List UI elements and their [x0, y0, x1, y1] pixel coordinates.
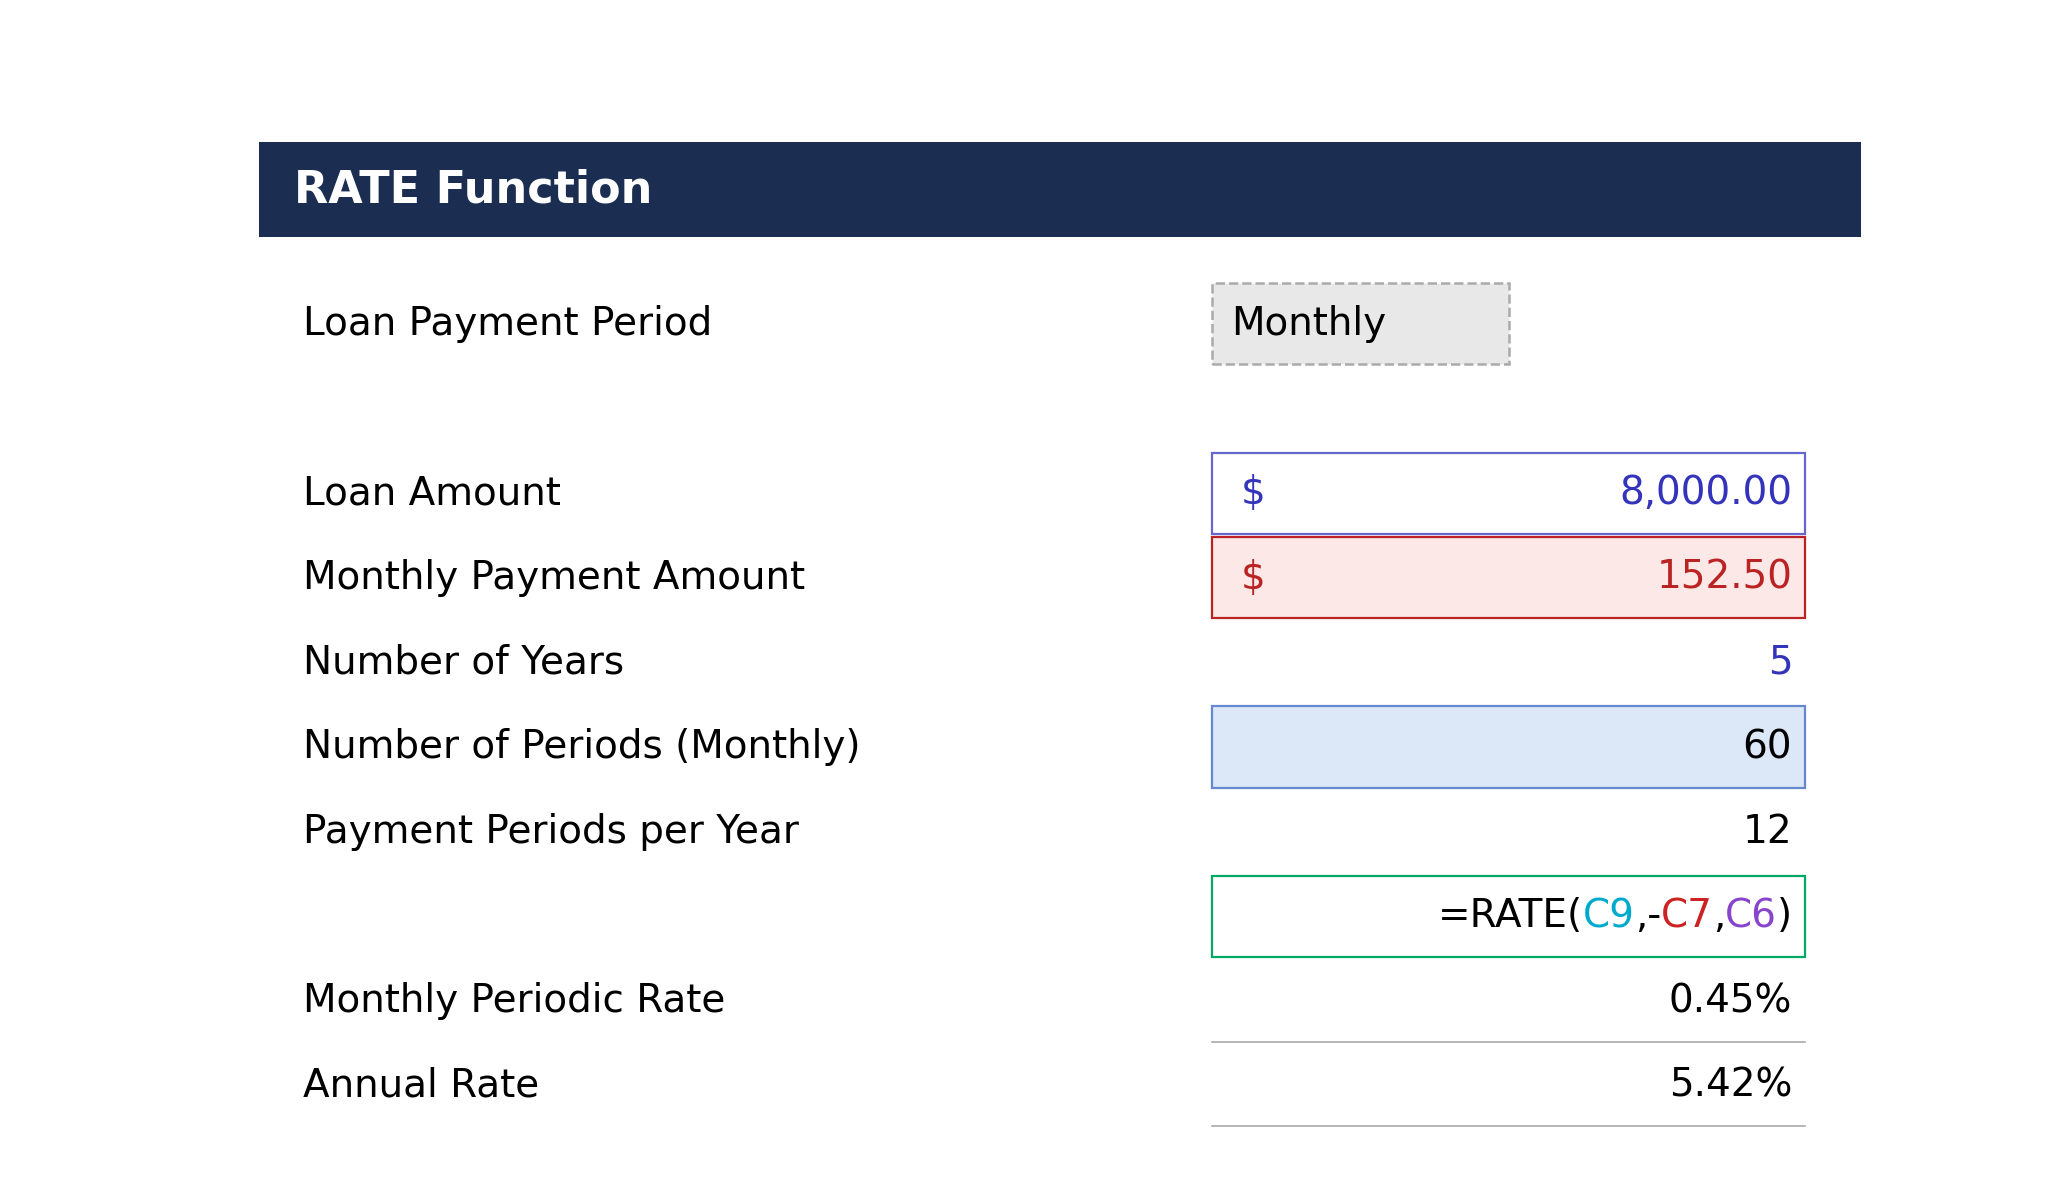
Bar [1212, 453, 1805, 534]
Text: 152.50: 152.50 [1656, 559, 1793, 597]
Text: Number of Years: Number of Years [304, 643, 625, 682]
Bar [1212, 707, 1805, 787]
Text: $: $ [1241, 474, 1266, 512]
Text: =RATE(: =RATE( [1437, 897, 1582, 935]
Text: Monthly: Monthly [1230, 305, 1386, 343]
Text: Annual Rate: Annual Rate [304, 1066, 540, 1105]
Text: 5.42%: 5.42% [1669, 1066, 1793, 1105]
Text: 60: 60 [1743, 728, 1793, 766]
Text: ,: , [1712, 897, 1725, 935]
Text: Monthly Periodic Rate: Monthly Periodic Rate [304, 982, 726, 1020]
Text: Loan Amount: Loan Amount [304, 474, 560, 512]
Text: 5: 5 [1768, 643, 1793, 682]
Bar [1212, 876, 1805, 957]
Text: Payment Periods per Year: Payment Periods per Year [304, 813, 798, 851]
Text: C6: C6 [1725, 897, 1776, 935]
Text: ,-: ,- [1634, 897, 1661, 935]
Bar [258, 142, 1861, 238]
Text: 0.45%: 0.45% [1669, 982, 1793, 1020]
Text: 12: 12 [1743, 813, 1793, 851]
Text: Monthly Payment Amount: Monthly Payment Amount [304, 559, 807, 597]
Text: Number of Periods (Monthly): Number of Periods (Monthly) [304, 728, 860, 766]
Bar [1212, 537, 1805, 618]
Bar [1212, 284, 1510, 364]
Text: ): ) [1776, 897, 1793, 935]
Text: $: $ [1241, 559, 1266, 597]
Text: C7: C7 [1661, 897, 1712, 935]
Text: Loan Payment Period: Loan Payment Period [304, 305, 713, 343]
Text: C9: C9 [1582, 897, 1634, 935]
Text: 8,000.00: 8,000.00 [1619, 474, 1793, 512]
Text: RATE Function: RATE Function [294, 168, 651, 212]
